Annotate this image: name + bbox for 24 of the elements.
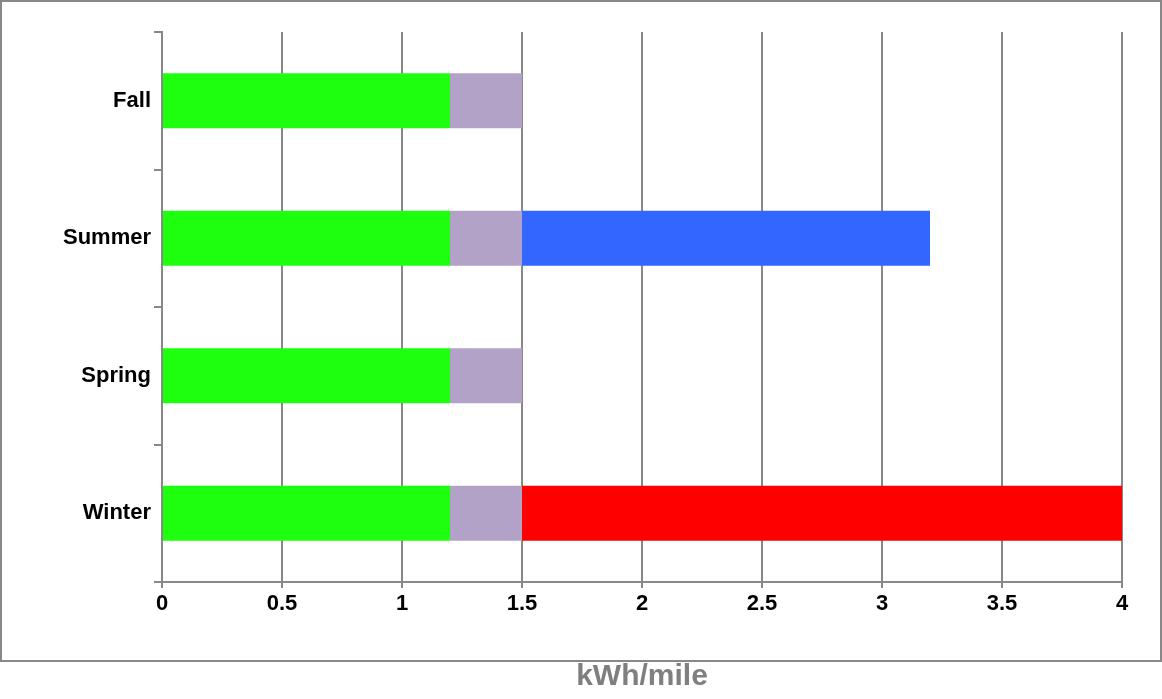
bar xyxy=(450,210,522,266)
x-tick-label: 4 xyxy=(1115,590,1129,616)
bar xyxy=(163,348,450,404)
x-tick-label: 0.5 xyxy=(266,590,298,616)
x-tick-label: 0 xyxy=(155,590,169,616)
x-tick-label: 3 xyxy=(875,590,889,616)
x-tick-label: 1.5 xyxy=(506,590,538,616)
x-tick-label: 1 xyxy=(395,590,409,616)
y-tick-label: Fall xyxy=(113,86,151,112)
bar xyxy=(163,485,450,541)
bar xyxy=(450,348,522,404)
x-tick-label: 2 xyxy=(635,590,649,616)
bar xyxy=(450,73,522,129)
bar xyxy=(522,210,930,266)
bar xyxy=(450,485,522,541)
bar xyxy=(163,73,450,129)
x-axis-title: kWh/mile xyxy=(576,658,708,692)
bar xyxy=(522,485,1122,541)
y-tick-label: Winter xyxy=(82,499,152,525)
y-tick-label: Summer xyxy=(62,224,152,250)
bar xyxy=(163,210,450,266)
x-tick-label: 2.5 xyxy=(746,590,778,616)
y-tick-label: Spring xyxy=(81,361,151,387)
x-tick-label: 3.5 xyxy=(986,590,1018,616)
